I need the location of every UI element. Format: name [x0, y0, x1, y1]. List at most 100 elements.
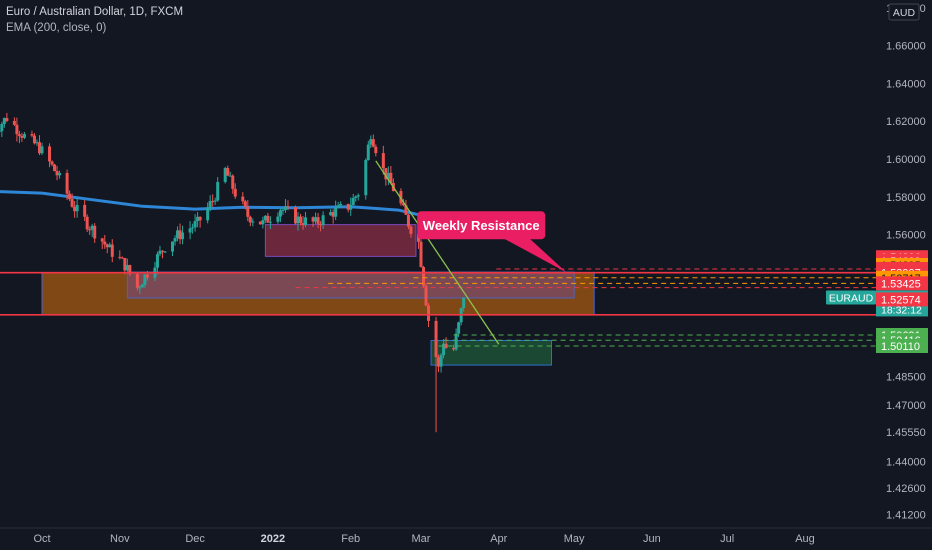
candle-body [0, 124, 4, 132]
y-tick-label: 1.48500 [886, 371, 926, 383]
candle-body [334, 207, 338, 217]
countdown-text: 18:32:12 [881, 304, 922, 316]
candle-body [173, 238, 177, 242]
candle-body [258, 221, 262, 225]
candle-body [286, 206, 290, 208]
candle-body [178, 230, 182, 240]
candle-body [381, 153, 385, 169]
candle-body [311, 217, 315, 222]
candle-body [90, 225, 94, 230]
candle-body [351, 197, 355, 205]
y-tick-label: 1.41200 [886, 509, 926, 521]
y-tick-label: 1.64000 [886, 78, 926, 90]
x-tick-label: Mar [412, 533, 431, 545]
candle-body [15, 124, 19, 135]
candle-body [181, 232, 185, 240]
x-tick-label: Feb [341, 533, 360, 545]
x-tick-label: Oct [33, 533, 50, 545]
candle-body [158, 250, 162, 255]
currency-badge[interactable] [888, 3, 920, 21]
y-tick-label: 1.56000 [886, 230, 926, 242]
candle-body [228, 175, 232, 177]
candle-body [406, 214, 410, 227]
candle-body [386, 172, 390, 180]
candle-body [283, 206, 287, 210]
price-label-tag[interactable] [876, 292, 928, 307]
candle-body [293, 207, 297, 224]
candle-body [143, 274, 147, 285]
candle-body [319, 223, 323, 226]
candle-body [216, 182, 220, 201]
y-tick-label: 1.42600 [886, 483, 926, 495]
candle-body [176, 230, 180, 239]
indicator-legend[interactable]: EMA (200, close, 0) [6, 22, 107, 34]
candle-body [231, 175, 235, 189]
candle-body [276, 216, 280, 222]
candle-body [251, 221, 255, 223]
candle-body [2, 118, 6, 125]
candle-body [268, 221, 272, 223]
candle-body [442, 343, 446, 356]
candle-body [88, 229, 92, 231]
candle-body [125, 265, 129, 271]
candle-body [83, 204, 87, 217]
candle-body [155, 254, 159, 268]
price-label-tag[interactable] [876, 276, 928, 291]
symbol-tag[interactable] [826, 290, 876, 305]
price-label-tag[interactable] [876, 338, 928, 353]
x-tick-label: Jun [643, 533, 661, 545]
candle-body [246, 206, 250, 217]
supply-zone-rect[interactable] [264, 224, 417, 257]
candle-body [108, 244, 112, 248]
candle-body [278, 210, 282, 217]
candle-body [196, 216, 200, 222]
callout-box[interactable] [417, 211, 546, 240]
candle-body [419, 241, 423, 268]
y-tick-label: 1.47000 [886, 400, 926, 412]
candle-body [0, 131, 1, 133]
price-label-text: 1.52574 [881, 294, 921, 306]
candle-body [369, 139, 373, 145]
ema-line[interactable] [0, 190, 466, 229]
candle-body [263, 215, 267, 221]
candle-body [35, 142, 39, 144]
price-label-text: 1.53425 [881, 278, 921, 290]
x-tick-label: Nov [110, 533, 130, 545]
candle-body [401, 203, 405, 206]
candle-body [241, 196, 245, 202]
candle-body [329, 212, 333, 216]
candle-body [434, 320, 438, 358]
candle-body [454, 333, 458, 350]
candle-body [48, 146, 52, 162]
candle-body [439, 355, 443, 367]
candle-body [422, 267, 425, 286]
candle-body [364, 159, 368, 196]
y-tick-label: 1.62000 [886, 116, 926, 128]
candle-body [5, 118, 9, 121]
candle-body [37, 142, 41, 154]
chart-title: Euro / Australian Dollar, 1D, FXCM [6, 6, 184, 18]
demand-zone-rect[interactable] [430, 340, 553, 366]
trend-line[interactable] [375, 160, 500, 345]
candle-body [55, 171, 59, 176]
candle-body [206, 207, 210, 221]
inner-zone-rect[interactable] [126, 271, 575, 299]
candle-body [145, 274, 149, 278]
candle-body [409, 226, 413, 234]
callout-text: Weekly Resistance [423, 218, 540, 233]
candle-body [452, 347, 456, 350]
candle-body [349, 204, 353, 210]
candle-body [188, 228, 192, 233]
candle-body [243, 201, 247, 207]
candle-body [20, 135, 24, 138]
y-tick-label: 1.45550 [886, 427, 926, 439]
candle-body [58, 172, 62, 176]
candle-body [191, 227, 195, 229]
candle-body [336, 205, 340, 208]
candle-body [437, 357, 441, 367]
candle-body [299, 216, 303, 224]
candle-body [389, 172, 393, 184]
symbol-text: EURAUD [829, 292, 874, 304]
candle-body [75, 204, 79, 212]
